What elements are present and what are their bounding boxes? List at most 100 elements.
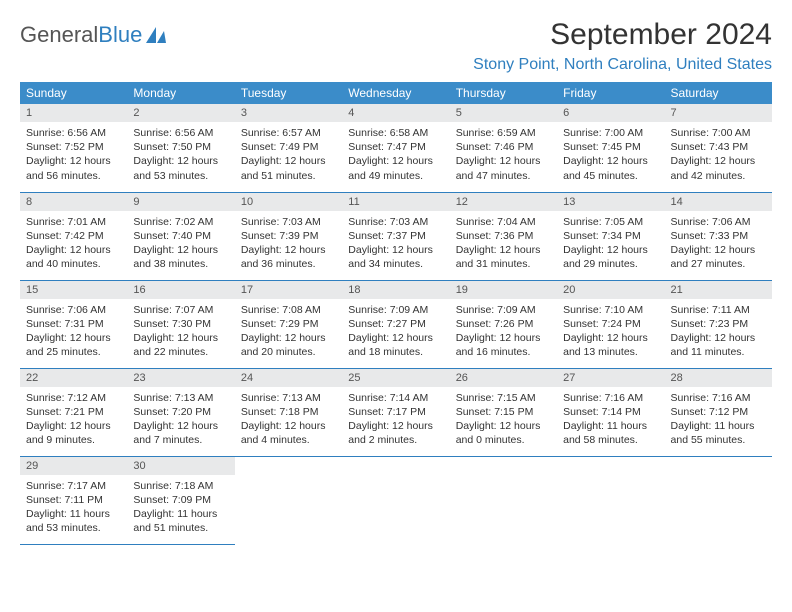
day-line: Sunset: 7:20 PM: [133, 405, 228, 419]
day-number: 5: [450, 104, 557, 122]
day-line: Sunrise: 7:11 AM: [671, 303, 766, 317]
calendar-day-cell: 29Sunrise: 7:17 AMSunset: 7:11 PMDayligh…: [20, 456, 127, 544]
day-number: 22: [20, 369, 127, 387]
day-line: Sunset: 7:45 PM: [563, 140, 658, 154]
calendar-day-cell: 6Sunrise: 7:00 AMSunset: 7:45 PMDaylight…: [557, 104, 664, 192]
day-number: 19: [450, 281, 557, 299]
day-line: Sunset: 7:52 PM: [26, 140, 121, 154]
calendar-day-cell: 17Sunrise: 7:08 AMSunset: 7:29 PMDayligh…: [235, 280, 342, 368]
day-line: and 34 minutes.: [348, 257, 443, 271]
day-data: Sunrise: 7:08 AMSunset: 7:29 PMDaylight:…: [235, 299, 342, 364]
calendar-table: SundayMondayTuesdayWednesdayThursdayFrid…: [20, 82, 772, 545]
day-line: Sunset: 7:40 PM: [133, 229, 228, 243]
day-line: and 49 minutes.: [348, 169, 443, 183]
day-line: Daylight: 11 hours: [133, 507, 228, 521]
day-line: Sunrise: 6:57 AM: [241, 126, 336, 140]
day-line: Daylight: 12 hours: [26, 154, 121, 168]
day-line: Daylight: 12 hours: [456, 331, 551, 345]
day-line: and 55 minutes.: [671, 433, 766, 447]
day-number: 23: [127, 369, 234, 387]
day-number: 15: [20, 281, 127, 299]
day-line: Sunrise: 7:13 AM: [133, 391, 228, 405]
day-line: Sunrise: 7:00 AM: [671, 126, 766, 140]
day-line: Sunset: 7:34 PM: [563, 229, 658, 243]
calendar-day-cell: 28Sunrise: 7:16 AMSunset: 7:12 PMDayligh…: [665, 368, 772, 456]
day-line: Sunset: 7:50 PM: [133, 140, 228, 154]
day-line: Sunrise: 7:05 AM: [563, 215, 658, 229]
day-number: 26: [450, 369, 557, 387]
day-number: 16: [127, 281, 234, 299]
day-number: 9: [127, 193, 234, 211]
calendar-day-cell: [557, 456, 664, 544]
day-line: Sunrise: 7:03 AM: [241, 215, 336, 229]
day-line: Sunset: 7:09 PM: [133, 493, 228, 507]
day-data: Sunrise: 7:12 AMSunset: 7:21 PMDaylight:…: [20, 387, 127, 452]
calendar-day-cell: 2Sunrise: 6:56 AMSunset: 7:50 PMDaylight…: [127, 104, 234, 192]
day-line: Sunrise: 7:12 AM: [26, 391, 121, 405]
day-line: Daylight: 11 hours: [671, 419, 766, 433]
calendar-day-cell: 3Sunrise: 6:57 AMSunset: 7:49 PMDaylight…: [235, 104, 342, 192]
calendar-day-cell: 12Sunrise: 7:04 AMSunset: 7:36 PMDayligh…: [450, 192, 557, 280]
day-line: Sunrise: 6:56 AM: [133, 126, 228, 140]
day-number: 24: [235, 369, 342, 387]
day-line: Sunrise: 6:56 AM: [26, 126, 121, 140]
weekday-header: Sunday: [20, 82, 127, 104]
day-line: Sunset: 7:12 PM: [671, 405, 766, 419]
calendar-day-cell: 30Sunrise: 7:18 AMSunset: 7:09 PMDayligh…: [127, 456, 234, 544]
day-line: Sunrise: 7:18 AM: [133, 479, 228, 493]
day-line: Sunset: 7:11 PM: [26, 493, 121, 507]
day-line: Sunrise: 7:07 AM: [133, 303, 228, 317]
day-line: Sunset: 7:21 PM: [26, 405, 121, 419]
day-line: and 13 minutes.: [563, 345, 658, 359]
day-number: 7: [665, 104, 772, 122]
calendar-day-cell: 1Sunrise: 6:56 AMSunset: 7:52 PMDaylight…: [20, 104, 127, 192]
calendar-day-cell: 19Sunrise: 7:09 AMSunset: 7:26 PMDayligh…: [450, 280, 557, 368]
day-line: Daylight: 12 hours: [671, 331, 766, 345]
day-line: Sunrise: 7:17 AM: [26, 479, 121, 493]
day-line: and 9 minutes.: [26, 433, 121, 447]
day-line: Daylight: 12 hours: [671, 243, 766, 257]
calendar-header-row: SundayMondayTuesdayWednesdayThursdayFrid…: [20, 82, 772, 104]
calendar-day-cell: 4Sunrise: 6:58 AMSunset: 7:47 PMDaylight…: [342, 104, 449, 192]
weekday-header: Monday: [127, 82, 234, 104]
day-line: Sunset: 7:15 PM: [456, 405, 551, 419]
day-line: Sunrise: 7:08 AM: [241, 303, 336, 317]
day-data: Sunrise: 7:09 AMSunset: 7:27 PMDaylight:…: [342, 299, 449, 364]
day-data: Sunrise: 6:57 AMSunset: 7:49 PMDaylight:…: [235, 122, 342, 187]
day-data: Sunrise: 7:13 AMSunset: 7:20 PMDaylight:…: [127, 387, 234, 452]
day-line: and 51 minutes.: [241, 169, 336, 183]
day-number: 4: [342, 104, 449, 122]
day-line: Sunrise: 7:09 AM: [456, 303, 551, 317]
day-line: Sunrise: 7:01 AM: [26, 215, 121, 229]
day-line: Sunrise: 7:13 AM: [241, 391, 336, 405]
day-data: Sunrise: 7:16 AMSunset: 7:14 PMDaylight:…: [557, 387, 664, 452]
day-line: and 2 minutes.: [348, 433, 443, 447]
day-number: 18: [342, 281, 449, 299]
day-line: Sunset: 7:14 PM: [563, 405, 658, 419]
day-number: 20: [557, 281, 664, 299]
day-line: and 0 minutes.: [456, 433, 551, 447]
weekday-header: Thursday: [450, 82, 557, 104]
day-line: Daylight: 12 hours: [563, 331, 658, 345]
day-data: Sunrise: 7:03 AMSunset: 7:37 PMDaylight:…: [342, 211, 449, 276]
day-data: Sunrise: 6:56 AMSunset: 7:50 PMDaylight:…: [127, 122, 234, 187]
calendar-week: 1Sunrise: 6:56 AMSunset: 7:52 PMDaylight…: [20, 104, 772, 192]
day-line: and 22 minutes.: [133, 345, 228, 359]
calendar-day-cell: 24Sunrise: 7:13 AMSunset: 7:18 PMDayligh…: [235, 368, 342, 456]
day-line: Sunrise: 7:09 AM: [348, 303, 443, 317]
day-number: 25: [342, 369, 449, 387]
day-line: Sunset: 7:27 PM: [348, 317, 443, 331]
day-number: 12: [450, 193, 557, 211]
location: Stony Point, North Carolina, United Stat…: [473, 56, 772, 74]
day-line: and 20 minutes.: [241, 345, 336, 359]
day-data: Sunrise: 7:00 AMSunset: 7:43 PMDaylight:…: [665, 122, 772, 187]
day-line: Sunrise: 7:16 AM: [671, 391, 766, 405]
day-line: Daylight: 12 hours: [456, 419, 551, 433]
day-line: Sunrise: 7:14 AM: [348, 391, 443, 405]
title-block: September 2024 Stony Point, North Caroli…: [473, 18, 772, 74]
day-line: Sunset: 7:47 PM: [348, 140, 443, 154]
day-data: Sunrise: 7:11 AMSunset: 7:23 PMDaylight:…: [665, 299, 772, 364]
calendar-day-cell: 8Sunrise: 7:01 AMSunset: 7:42 PMDaylight…: [20, 192, 127, 280]
day-line: Daylight: 12 hours: [241, 243, 336, 257]
day-line: Daylight: 12 hours: [26, 331, 121, 345]
